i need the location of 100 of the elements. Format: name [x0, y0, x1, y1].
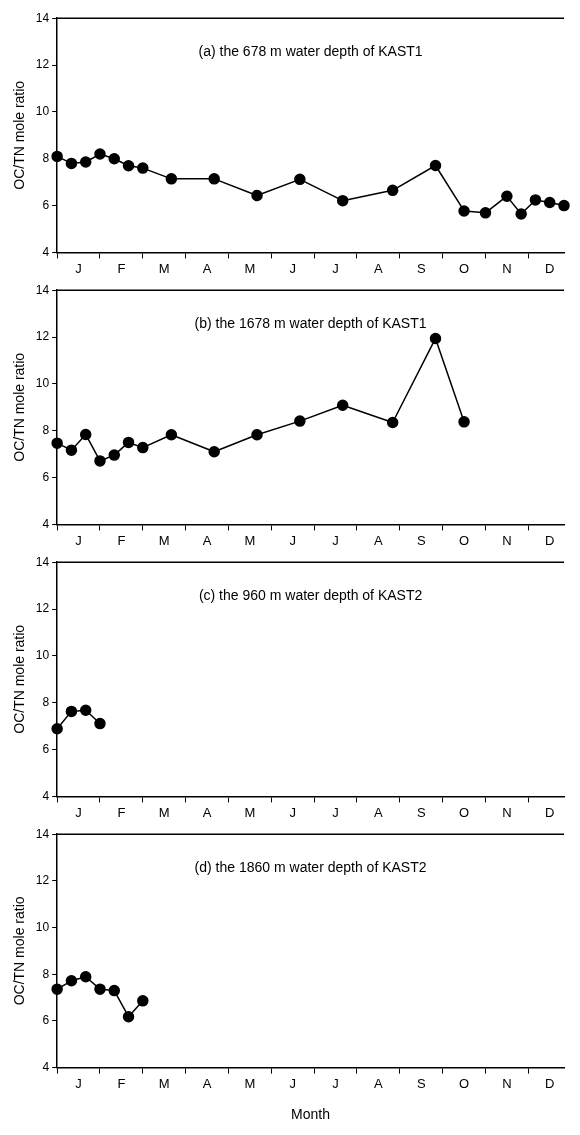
point [529, 194, 542, 206]
point [558, 199, 570, 212]
point [294, 415, 306, 427]
y-axis-title: OC/TN mole ratio [11, 352, 28, 462]
x-tick-label: N [502, 532, 512, 548]
point [458, 416, 470, 428]
x-tick-label: A [202, 260, 212, 276]
y-tick-label: 8 [42, 695, 50, 710]
x-tick-label: J [289, 804, 296, 820]
x-tick-label: A [374, 260, 384, 276]
point [79, 428, 92, 441]
point [122, 160, 135, 172]
x-tick-label: D [545, 532, 555, 548]
x-tick-label: O [458, 804, 470, 820]
point [94, 455, 106, 467]
x-tick-label: M [158, 532, 170, 548]
x-tick-label: N [502, 1075, 512, 1091]
y-tick-label: 12 [35, 873, 50, 888]
text: (c) the 960 m water depth of KAST2 [198, 587, 423, 604]
x-tick-label: J [75, 804, 82, 820]
point [108, 152, 121, 165]
y-tick-label: 10 [35, 376, 50, 391]
point [65, 975, 78, 987]
y-axis-title: OC/TN mole ratio [11, 896, 28, 1006]
x-tick-label: M [158, 260, 170, 276]
y-tick-label: 10 [35, 104, 50, 119]
x-tick-label: S [416, 804, 426, 820]
y-tick-label: 6 [42, 197, 50, 212]
point [51, 437, 63, 449]
x-tick-label: M [244, 804, 256, 820]
x-tick-label: D [545, 1075, 555, 1091]
y-tick-label: 12 [35, 57, 50, 72]
point [51, 150, 63, 163]
x-tick-label: S [416, 260, 426, 276]
point [543, 196, 556, 209]
y-tick-label: 4 [42, 788, 50, 803]
point [515, 208, 527, 220]
point [137, 995, 149, 1007]
y-tick-label: 14 [35, 10, 50, 25]
point [251, 189, 263, 202]
x-tick-label: A [374, 532, 384, 548]
y-tick-label: 14 [35, 826, 50, 841]
point [51, 722, 63, 735]
x-tick-label: M [158, 1075, 170, 1091]
point [165, 173, 178, 185]
x-tick-label: A [374, 804, 384, 820]
point [165, 428, 178, 441]
x-tick-label: J [332, 1075, 339, 1091]
point [79, 156, 92, 168]
y-tick-label: 14 [35, 282, 50, 297]
y-tick-label: 10 [35, 648, 50, 663]
y-axis-title: OC/TN mole ratio [11, 624, 28, 734]
point [122, 1010, 135, 1023]
x-tick-label: O [458, 532, 470, 548]
x-tick-label: J [289, 260, 296, 276]
text: (d) the 1860 m water depth of KAST2 [194, 859, 427, 876]
point [251, 428, 263, 441]
x-tick-label: F [117, 804, 126, 820]
point [108, 984, 121, 997]
x-tick-label: J [289, 1075, 296, 1091]
point [65, 705, 78, 718]
point [137, 441, 149, 454]
y-tick-label: 12 [35, 601, 50, 616]
x-tick-label: F [117, 532, 126, 548]
point [336, 194, 349, 207]
y-tick-label: 6 [42, 741, 50, 756]
y-tick-label: 8 [42, 151, 50, 166]
y-tick-label: 4 [42, 244, 50, 259]
x-tick-label: A [202, 532, 212, 548]
x-axis-title: Month [291, 1106, 331, 1123]
x-tick-label: D [545, 804, 555, 820]
x-tick-label: A [202, 1075, 212, 1091]
x-tick-label: F [117, 260, 126, 276]
x-tick-label: F [117, 1075, 126, 1091]
x-tick-label: M [244, 1075, 256, 1091]
y-tick-label: 12 [35, 329, 50, 344]
text: (a) the 678 m water depth of KAST1 [198, 43, 423, 60]
point [79, 704, 92, 716]
point [65, 157, 78, 170]
x-tick-label: O [458, 1075, 470, 1091]
point [65, 444, 78, 456]
x-tick-label: O [458, 260, 470, 276]
x-tick-label: J [332, 804, 339, 820]
x-tick-label: J [75, 1075, 82, 1091]
x-tick-label: D [545, 260, 555, 276]
point [137, 162, 149, 174]
x-tick-label: A [374, 1075, 384, 1091]
x-tick-label: J [75, 532, 82, 548]
x-tick-label: J [332, 260, 339, 276]
point [336, 399, 349, 411]
y-tick-label: 8 [42, 423, 50, 438]
point [51, 983, 63, 995]
x-tick-label: J [289, 532, 296, 548]
point [94, 717, 106, 730]
point [122, 436, 135, 449]
y-tick-label: 10 [35, 919, 50, 934]
point [94, 148, 106, 160]
y-tick-label: 4 [42, 1059, 50, 1074]
y-tick-label: 8 [42, 966, 50, 981]
x-tick-label: S [416, 1075, 426, 1091]
